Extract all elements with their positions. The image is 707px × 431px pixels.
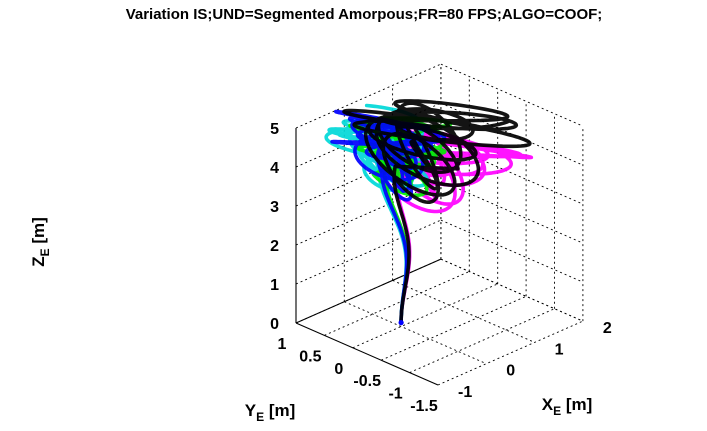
z-tick-label: 0 [270, 316, 279, 333]
x-axis-label: XE [m] [542, 395, 593, 418]
z-tick-label: 4 [270, 160, 279, 177]
x-tick-label: 2 [603, 320, 612, 337]
start-point-marker [398, 320, 404, 326]
z-axis-label: ZE [m] [29, 217, 52, 267]
floor-grid-line [352, 283, 498, 349]
floor-grid-line [437, 320, 584, 386]
z-tick-label: 1 [270, 277, 279, 294]
floor-grid-line [344, 301, 487, 365]
back-wall-grid-line [440, 258, 584, 322]
floor-grid-line [381, 295, 527, 361]
side-wall-grid-line [295, 258, 442, 324]
y-tick-label: 0.5 [299, 348, 321, 365]
y-axis-label: YE [m] [245, 401, 296, 424]
y-tick-label: 0 [334, 361, 343, 378]
floor-grid-line [392, 279, 535, 343]
y-tick-label: -1.5 [410, 398, 438, 415]
x-tick-label: -1 [458, 384, 472, 401]
back-wall-grid-line [440, 63, 584, 127]
floor-grid-line [295, 322, 439, 386]
y-tick-label: -1 [388, 386, 402, 403]
chart-title: Variation IS;UND=Segmented Amorpous;FR=8… [126, 6, 603, 23]
trajectory-series [342, 99, 532, 325]
side-wall-grid-line [295, 219, 442, 285]
floor-grid-line [295, 258, 442, 324]
floor-grid-line [409, 308, 555, 374]
z-tick-label: 3 [270, 199, 279, 216]
z-tick-label: 2 [270, 238, 279, 255]
tick-labels: 0 1 2 3 4 5 1 0.5 0 -0.5 -1 -1.5 -1 0 1 2 [270, 121, 612, 415]
y-tick-label: -0.5 [353, 373, 381, 390]
x-tick-label: 0 [506, 363, 515, 380]
y-tick-label: 1 [278, 336, 287, 353]
floor-grid-line [324, 271, 470, 336]
side-wall-grid-line [295, 63, 442, 129]
back-wall-grid-line [440, 219, 584, 283]
z-tick-label: 5 [270, 121, 279, 138]
series-layer [324, 99, 534, 326]
axis-labels: ZE [m] YE [m] XE [m] [29, 217, 592, 424]
x-tick-label: 1 [555, 341, 564, 358]
